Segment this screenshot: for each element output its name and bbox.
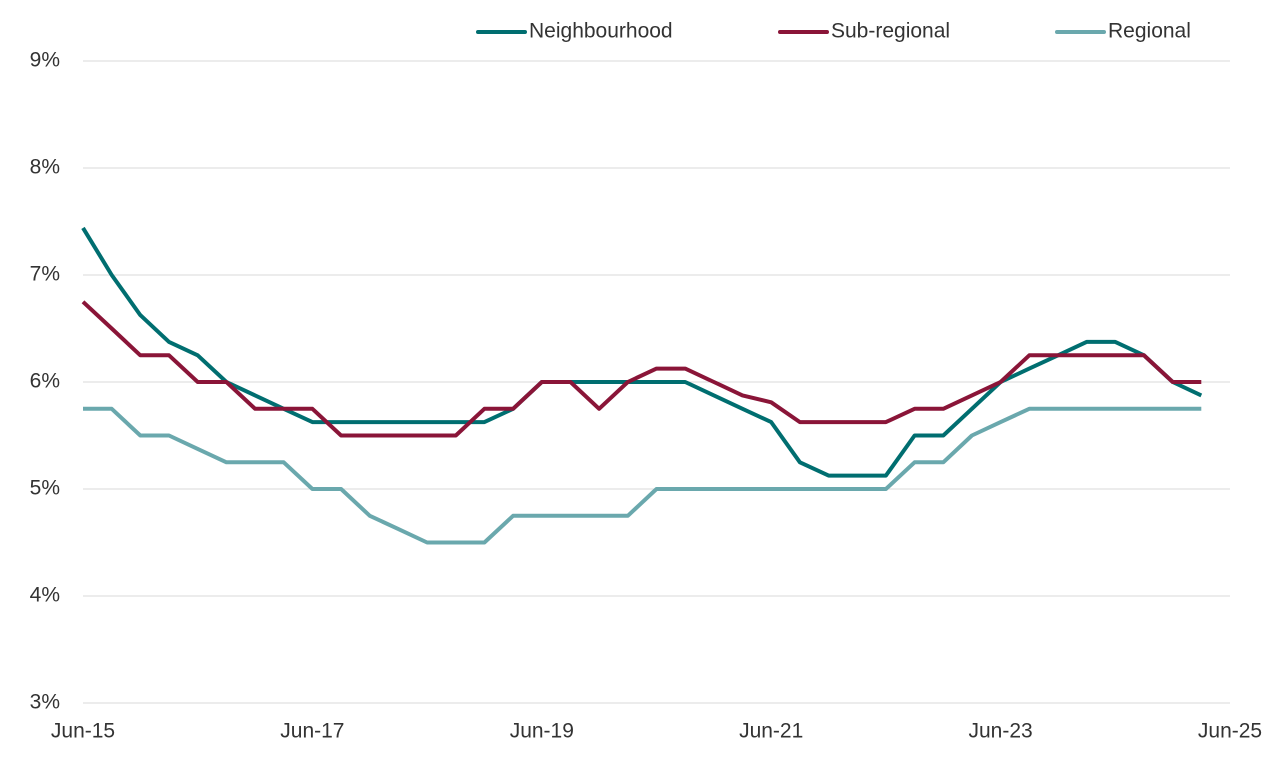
legend-label: Neighbourhood	[529, 20, 673, 43]
y-tick-label: 7%	[30, 263, 60, 286]
line-series	[81, 226, 1203, 478]
x-tick-label: Jun-15	[51, 720, 115, 743]
legend-label: Sub-regional	[831, 20, 950, 43]
x-tick-label: Jun-17	[280, 720, 344, 743]
legend-label: Regional	[1108, 20, 1191, 43]
y-tick-label: 3%	[30, 691, 60, 714]
line-series	[83, 406, 1202, 545]
y-tick-label: 6%	[30, 370, 60, 393]
y-tick-label: 5%	[30, 477, 60, 500]
y-tick-label: 4%	[30, 584, 60, 607]
y-tick-label: 9%	[30, 49, 60, 72]
x-tick-label: Jun-23	[968, 720, 1032, 743]
y-tick-label: 8%	[30, 156, 60, 179]
x-tick-label: Jun-21	[739, 720, 803, 743]
x-tick-label: Jun-25	[1198, 720, 1262, 743]
line-series	[81, 300, 1202, 438]
x-tick-label: Jun-19	[510, 720, 574, 743]
